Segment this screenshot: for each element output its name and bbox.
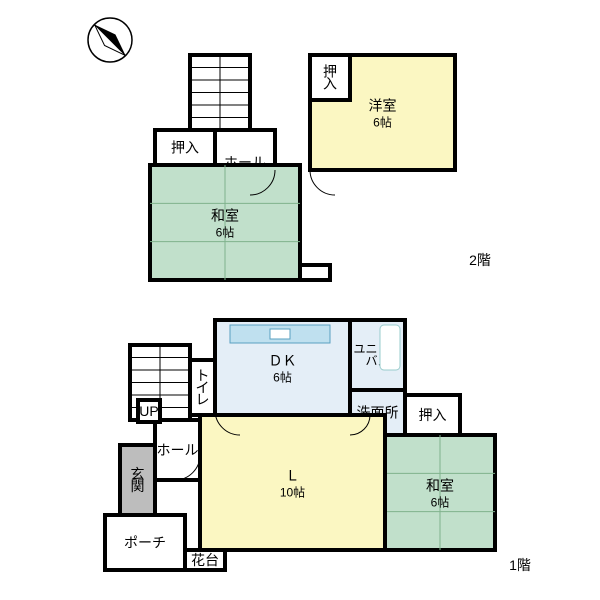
room-closet2a: 押入 [310,55,350,100]
room-porch: ポーチ [105,515,185,570]
room-up: UP [138,400,160,422]
room-toilet: トイレ [190,360,215,415]
label-closet2a: 入 [323,76,337,92]
label-western: 洋室 [369,98,397,114]
sublabel-tatami2: 6帖 [216,225,235,240]
label-entrance: 関 [131,478,145,494]
label-up: UP [139,403,158,419]
bathtub [380,325,400,370]
sublabel-living: 10帖 [280,485,305,500]
room-balcony2 [300,265,330,280]
floor1-label: 1階 [509,557,531,573]
room-entrance: 玄関 [120,445,155,515]
door-arc [310,170,335,195]
sublabel-dk: 6帖 [273,370,292,385]
label-living: Ｌ [286,468,300,484]
label-toilet: レ [196,392,210,408]
room-stairs2 [190,55,250,130]
sublabel-western: 6帖 [373,115,392,130]
room-tatami2: 和室6帖 [150,165,300,280]
floor2-label: 2階 [469,252,491,268]
label-closet2b: 押入 [171,140,199,156]
label-porch: ポーチ [124,535,166,551]
label-closet1a: 押入 [419,407,447,423]
room-living: Ｌ10帖 [200,415,385,550]
room-tatami1: 和室6帖 [385,435,495,550]
label-tatami1: 和室 [426,478,454,494]
kitchen-sink [270,329,290,339]
compass-icon [79,9,141,71]
label-hall1: ホール [157,442,199,458]
label-hanadai: 花台 [191,552,219,568]
room-hanadai: 花台 [185,550,225,570]
label-tatami2: 和室 [211,208,239,224]
room-closet1a: 押入 [405,395,460,435]
room-hall1: ホール [155,420,200,480]
label-dk: ＤＫ [269,353,297,369]
room-closet2b: 押入 [155,130,215,165]
sublabel-tatami1: 6帖 [431,495,450,510]
